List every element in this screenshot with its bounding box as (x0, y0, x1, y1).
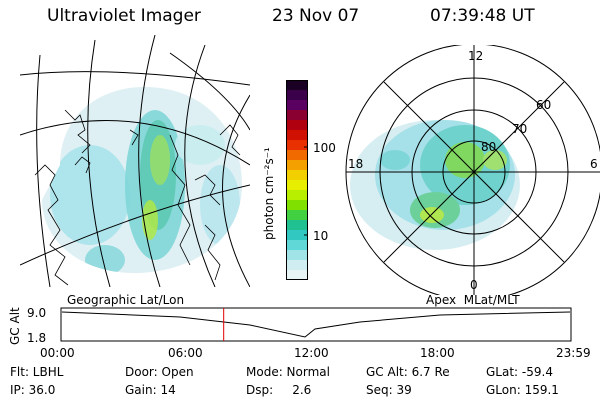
colorbar-segment (286, 200, 308, 211)
colorbar-segment (286, 240, 308, 251)
colorbar-segment (286, 270, 308, 280)
colorbar-segment (286, 120, 308, 131)
timeline-axis-title: GC Alt (8, 307, 22, 345)
glat-status: GLat: -59.4 (486, 365, 553, 379)
colorbar-segment (286, 160, 308, 171)
colorbar-segment (286, 150, 308, 161)
colorbar-tick-100: 100 (313, 141, 336, 155)
colorbar-segment (286, 260, 308, 271)
colorbar-segment (286, 220, 308, 231)
colorbar-segment (286, 250, 308, 261)
mlt-label-6: 6 (590, 157, 598, 171)
colorbar-segment (286, 210, 308, 221)
lat-label-80: 80 (481, 140, 496, 154)
colorbar-tick-10: 10 (313, 229, 329, 243)
polar-panel-label: Apex MLat/MLT (426, 293, 520, 307)
timeline-xtick-2359: 23:59 (556, 346, 591, 360)
colorbar-unit-label: photon cm⁻²s⁻¹ (262, 147, 276, 240)
timeline-xtick-1200: 12:00 (294, 346, 329, 360)
geographic-map (20, 35, 250, 287)
instrument-title: Ultraviolet Imager (47, 6, 201, 26)
colorbar (286, 80, 308, 280)
timeline-ytick-1-8: 1.8 (27, 331, 47, 345)
mlt-label-12: 12 (468, 49, 483, 63)
ip-status: IP: 36.0 (10, 383, 56, 397)
mlt-label-18: 18 (348, 157, 363, 171)
door-status: Door: Open (125, 365, 194, 379)
geographic-panel-label: Geographic Lat/Lon (67, 293, 185, 307)
timeline-xtick-0000: 00:00 (40, 346, 75, 360)
colorbar-segment (286, 90, 308, 101)
gc-alt-status: GC Alt: 6.7 Re (366, 365, 450, 379)
seq-status: Seq: 39 (366, 383, 412, 397)
time-label: 07:39:48 UT (430, 6, 535, 26)
timeline-xtick-0600: 06:00 (168, 346, 203, 360)
lat-label-70: 70 (512, 122, 527, 136)
colorbar-segment (286, 100, 308, 111)
mode-status: Mode: Normal (246, 365, 330, 379)
gain-status: Gain: 14 (125, 383, 176, 397)
polar-plot: 12 18 6 0 60 70 80 (345, 45, 600, 295)
colorbar-segment (286, 80, 308, 91)
date-label: 23 Nov 07 (272, 6, 360, 26)
colorbar-segment (286, 190, 308, 201)
colorbar-segment (286, 180, 308, 191)
gc-alt-timeline (60, 307, 572, 342)
glon-status: GLon: 159.1 (486, 383, 559, 397)
colorbar-segment (286, 230, 308, 241)
dsp-status: Dsp: 2.6 (246, 383, 312, 397)
timeline-ytick-9: 9.0 (27, 306, 47, 320)
colorbar-segment (286, 140, 308, 151)
mlt-label-0: 0 (470, 278, 478, 292)
timeline-xtick-1800: 18:00 (420, 346, 455, 360)
colorbar-segment (286, 130, 308, 141)
lat-label-60: 60 (536, 98, 551, 112)
colorbar-segment (286, 110, 308, 121)
filter-status: Flt: LBHL (10, 365, 64, 379)
colorbar-segment (286, 170, 308, 181)
